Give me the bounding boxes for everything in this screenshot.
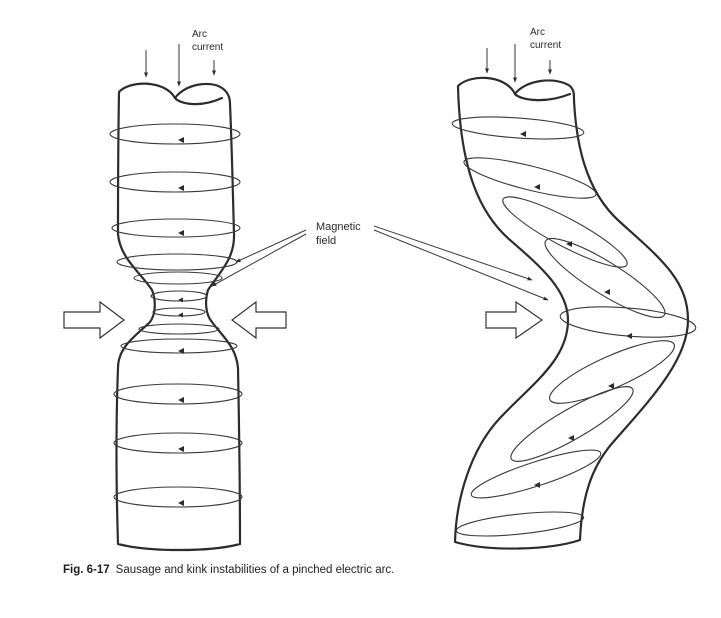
pinch-force-arrow-left (63, 300, 125, 340)
pinch-force-arrow-right (231, 300, 287, 340)
arc-current-label-left-line1: Arc (192, 29, 207, 40)
magnetic-field-annotation: Magnetic field (211, 221, 549, 301)
figure-caption: Fig. 6-17 Sausage and kink instabilities … (63, 564, 394, 576)
arc-current-arrows-right (485, 44, 552, 83)
arc-current-label-right-line1: Arc (530, 27, 545, 38)
figure-number: Fig. 6-17 (63, 564, 110, 576)
kink-column-outline (453, 76, 690, 550)
arc-current-arrows-left (144, 44, 216, 87)
arc-current-label-right-line2: current (530, 40, 561, 51)
sausage-column-outline (115, 82, 242, 552)
arc-current-label-left-line2: current (192, 42, 223, 53)
kink-force-arrow (485, 300, 544, 340)
magnetic-field-label-line2: field (316, 235, 336, 247)
magnetic-field-loops-left (109, 123, 243, 508)
kink-instability-diagram: Arc current (451, 27, 697, 550)
figure-caption-text: Sausage and kink instabilities of a pinc… (115, 564, 395, 576)
field-direction-arrows-right (520, 131, 632, 488)
sausage-instability-diagram: Arc current (63, 29, 287, 552)
magnetic-field-label-line1: Magnetic (316, 221, 361, 233)
field-direction-arrows-left (178, 137, 184, 506)
